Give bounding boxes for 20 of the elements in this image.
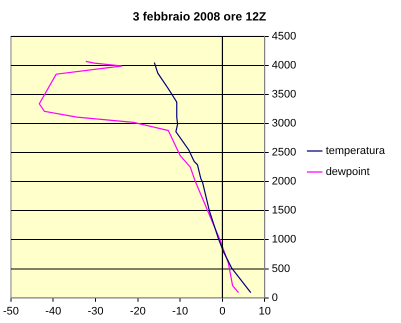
y-tick-label: 2000 — [272, 176, 296, 188]
legend-label: temperatura — [326, 145, 386, 158]
y-tick-label: 1000 — [272, 234, 296, 246]
y-tick-label: 2500 — [272, 146, 296, 159]
x-tick-label: -20 — [130, 305, 146, 318]
y-tick-label: 0 — [272, 292, 278, 304]
y-tick-label: 500 — [272, 262, 290, 275]
x-tick-label: -10 — [172, 305, 188, 318]
y-tick-label: 3000 — [272, 118, 296, 130]
x-tick-label: -40 — [45, 305, 62, 318]
legend-label: dewpoint — [326, 166, 370, 178]
x-tick-label: 0 — [219, 305, 226, 318]
x-tick-label: -30 — [88, 305, 104, 318]
y-tick-label: 3500 — [272, 88, 296, 101]
y-tick-label: 1500 — [272, 204, 296, 217]
y-tick-label: 4500 — [272, 30, 296, 42]
x-tick-label: -50 — [2, 305, 19, 318]
x-tick-label: 10 — [258, 305, 271, 318]
chart-title: 3 febbraio 2008 ore 12Z — [132, 10, 266, 24]
y-tick-label: 4000 — [272, 59, 296, 72]
